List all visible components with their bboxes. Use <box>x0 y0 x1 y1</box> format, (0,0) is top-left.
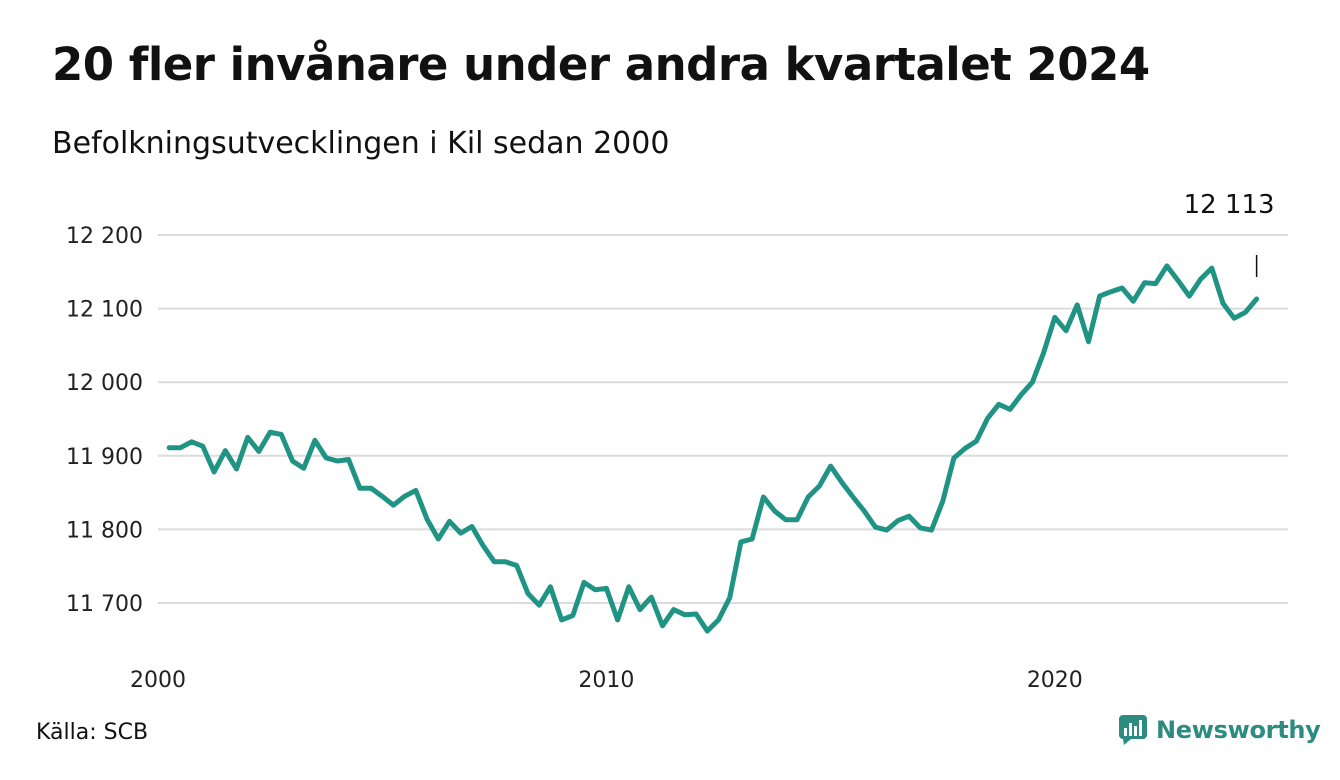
source-note: Källa: SCB <box>36 720 149 745</box>
x-tick-label: 2010 <box>578 668 634 693</box>
x-tick-label: 2000 <box>130 668 186 693</box>
y-tick-label: 12 000 <box>66 371 143 396</box>
y-tick-label: 11 800 <box>66 518 143 543</box>
brand-name: Newsworthy <box>1156 716 1321 744</box>
series-line <box>166 263 1260 634</box>
last-value-label: 12 113 <box>1184 190 1275 220</box>
y-tick-label: 11 900 <box>66 445 143 470</box>
y-tick-label: 12 200 <box>66 224 143 249</box>
x-tick-label: 2020 <box>1027 668 1083 693</box>
newsworthy-logo-icon <box>1119 715 1147 745</box>
brand-logo[interactable]: Newsworthy <box>1118 714 1321 746</box>
chart-subtitle: Befolkningsutvecklingen i Kil sedan 2000 <box>52 126 670 161</box>
chart-title: 20 fler invånare under andra kvartalet 2… <box>52 38 1150 91</box>
y-tick-label: 11 700 <box>66 592 143 617</box>
y-tick-label: 12 100 <box>66 298 143 323</box>
